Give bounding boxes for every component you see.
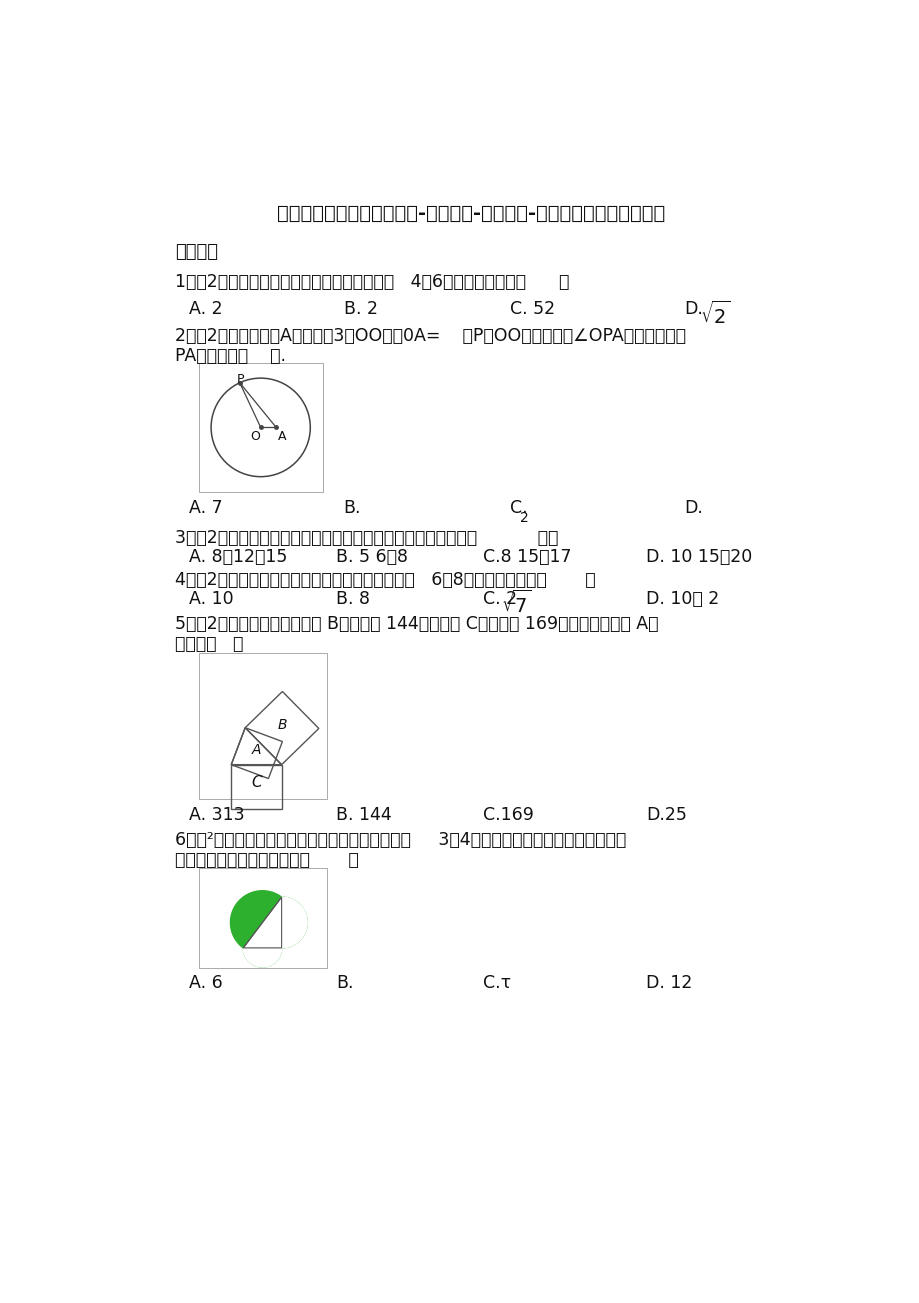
Text: 、单选题: 、单选题 <box>176 242 218 261</box>
Bar <box>199 868 326 968</box>
Text: P: P <box>236 373 244 386</box>
Text: PA的长等于（    ）.: PA的长等于（ ）. <box>176 348 286 365</box>
Text: A. 313: A. 313 <box>188 807 244 825</box>
Text: B. 144: B. 144 <box>335 807 391 825</box>
Text: A. 7: A. 7 <box>188 499 222 517</box>
Text: D.: D. <box>684 301 703 318</box>
Polygon shape <box>243 947 281 967</box>
Bar <box>199 362 323 493</box>
Text: C. 2: C. 2 <box>482 590 516 609</box>
Text: 5．（2分）如图，已知正方形 B的面积为 144，正方形 C的面积为 169时，那么正方形 A的: 5．（2分）如图，已知正方形 B的面积为 144，正方形 C的面积为 169时，… <box>176 615 658 632</box>
Text: B.: B. <box>335 975 353 992</box>
Text: 4．（2分）已知一个直角三角形的两条边长分别是   6和8，则第三边长是（       ）: 4．（2分）已知一个直角三角形的两条边长分别是 6和8，则第三边长是（ ） <box>176 571 596 589</box>
Text: D. 10 15，20: D. 10 15，20 <box>645 547 752 566</box>
Text: C.τ: C.τ <box>482 975 511 992</box>
Text: B. 8: B. 8 <box>335 590 369 609</box>
Text: D. 12: D. 12 <box>645 975 691 992</box>
Text: $\sqrt{7}$: $\sqrt{7}$ <box>501 590 531 618</box>
Polygon shape <box>231 891 281 947</box>
Polygon shape <box>243 947 281 967</box>
Text: $\sqrt{2}$: $\sqrt{2}$ <box>699 301 730 327</box>
Text: 八年级下册数学（人教版）-第十七章-勾股定理-同步提升练习（含答案）: 八年级下册数学（人教版）-第十七章-勾股定理-同步提升练习（含答案） <box>277 205 665 223</box>
Text: A. 6: A. 6 <box>188 975 222 992</box>
Text: 2．（2分）如图，点A在半径为3的ΟΟ内，0A=    ，P为ΟΟ上一点，当∠OPA取最大值时，: 2．（2分）如图，点A在半径为3的ΟΟ内，0A= ，P为ΟΟ上一点，当∠OPA取… <box>176 327 686 345</box>
Text: D.25: D.25 <box>645 807 686 825</box>
Text: A: A <box>278 430 286 443</box>
Polygon shape <box>281 896 307 947</box>
Text: A: A <box>252 743 261 757</box>
Text: A. 8，12，15: A. 8，12，15 <box>188 547 287 566</box>
Polygon shape <box>281 896 307 947</box>
Bar <box>199 653 326 799</box>
Text: 6．（²分）如图，直角三角形两直角边的长分别为     3和4，以直角三角形的两直边为直径作: 6．（²分）如图，直角三角形两直角边的长分别为 3和4，以直角三角形的两直边为直… <box>176 831 626 848</box>
Text: C.169: C.169 <box>482 807 533 825</box>
Text: A. 2: A. 2 <box>188 301 222 318</box>
Text: A. 10: A. 10 <box>188 590 233 609</box>
Text: B. 5 6，8: B. 5 6，8 <box>335 547 407 566</box>
Text: 面积为（   ）: 面积为（ ） <box>176 635 244 653</box>
Text: O: O <box>250 430 260 443</box>
Text: B.: B. <box>344 499 361 517</box>
Text: B: B <box>277 718 287 732</box>
Text: C.8 15，17: C.8 15，17 <box>482 547 571 566</box>
Text: D.: D. <box>684 499 703 517</box>
Text: C: C <box>251 775 262 790</box>
Text: 半圆，则阴影部分的面积是（       ）: 半圆，则阴影部分的面积是（ ） <box>176 851 358 869</box>
Text: 2: 2 <box>520 511 528 525</box>
Polygon shape <box>243 896 281 947</box>
Text: D. 10或 2: D. 10或 2 <box>645 590 719 609</box>
Text: C. 52: C. 52 <box>510 301 555 318</box>
Text: C.: C. <box>510 499 528 517</box>
Text: 1．（2分）直角三角形的两条直角边长分别为   4和6，那么斜边长是（      ）: 1．（2分）直角三角形的两条直角边长分别为 4和6，那么斜边长是（ ） <box>176 274 569 292</box>
Text: B. 2: B. 2 <box>344 301 377 318</box>
Text: 3．（2分）下面各组数是三角形三边长，其中为直角三角形的是           （）: 3．（2分）下面各组数是三角形三边长，其中为直角三角形的是 （） <box>176 529 558 547</box>
